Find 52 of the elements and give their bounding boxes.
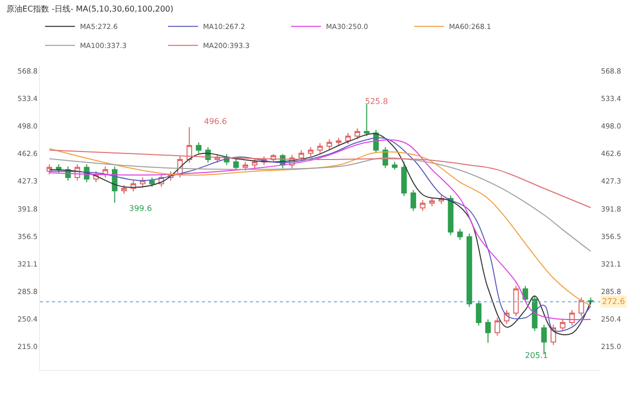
candlestick: [317, 142, 323, 154]
candlestick: [308, 146, 314, 157]
candlestick: [494, 317, 500, 336]
annotation: 205.1: [525, 351, 548, 360]
chart-title: 原油EC指数 -日线- MA(5,10,30,60,100,200): [6, 4, 174, 14]
candlestick: [121, 184, 127, 194]
candlestick: [196, 142, 202, 154]
candlestick: [336, 137, 342, 146]
candlestick: [569, 309, 575, 326]
candlestick: [345, 132, 351, 144]
candlestick: [46, 164, 52, 175]
candlestick: [354, 128, 360, 140]
candlestick: [289, 154, 295, 169]
line-series: [48, 157, 592, 252]
candlestick: [214, 154, 220, 164]
candlestick: [242, 161, 248, 171]
candlestick: [158, 174, 164, 188]
candlestick: [560, 318, 566, 332]
candlestick: [177, 156, 183, 178]
candlestick: [457, 228, 463, 240]
annotation: 525.8: [365, 97, 388, 106]
candlestick: [466, 233, 472, 308]
candlestick: [93, 170, 99, 183]
candlestick: [401, 161, 407, 197]
candlestick: [532, 295, 538, 332]
candlestick: [504, 309, 510, 325]
candlestick: [270, 154, 276, 164]
candlestick: [74, 164, 80, 182]
candlestick: [261, 156, 267, 166]
candlestick: [448, 194, 454, 236]
candlestick: [392, 161, 398, 170]
candlestick: [168, 170, 174, 182]
candlestick: [429, 197, 435, 207]
candlestick: [102, 166, 108, 178]
candlestick: [252, 158, 258, 169]
ref-line-label: 272.6: [602, 297, 625, 306]
candlestick: [438, 194, 444, 204]
annotation: 496.6: [204, 117, 227, 126]
candlestick: [140, 176, 146, 188]
candlestick: [364, 104, 370, 137]
candlestick: [410, 189, 416, 212]
candlestick: [578, 297, 584, 317]
candlestick: [326, 138, 332, 150]
candlestick: [130, 180, 136, 192]
candlestick: [550, 324, 556, 346]
candlestick: [485, 318, 491, 344]
annotation: 399.6: [129, 204, 152, 213]
candlestick: [420, 200, 426, 212]
candlestick: [476, 300, 482, 326]
candlestick: [513, 285, 519, 317]
candlestick: [149, 176, 155, 188]
candlestick: [233, 158, 239, 171]
